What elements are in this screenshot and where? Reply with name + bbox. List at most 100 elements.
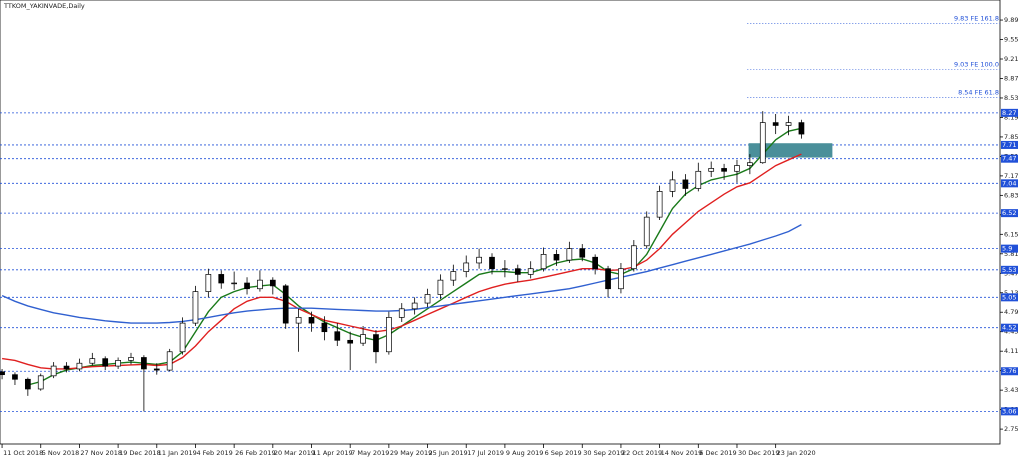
y-tick-label: 8.53 bbox=[1004, 94, 1018, 102]
fib-label: 9.03 FE 100.0 bbox=[954, 60, 999, 68]
level-label: 5.53 bbox=[1002, 266, 1016, 274]
candle-body bbox=[50, 365, 57, 377]
level-box bbox=[1001, 293, 1018, 302]
x-tick-label: 22 Oct 2019 bbox=[622, 449, 662, 457]
candle-body bbox=[282, 285, 289, 324]
candle-body bbox=[37, 375, 44, 390]
level-label: 5.05 bbox=[1002, 293, 1016, 301]
candle-body bbox=[115, 360, 121, 367]
candle-body bbox=[179, 322, 186, 353]
candle-body bbox=[527, 268, 534, 275]
level-label: 7.71 bbox=[1002, 141, 1016, 149]
candle-body bbox=[682, 179, 689, 189]
level-box bbox=[1001, 209, 1018, 218]
x-tick-label: 11 Jan 2019 bbox=[158, 449, 197, 457]
candle-body bbox=[734, 165, 740, 172]
moving-average bbox=[2, 153, 802, 370]
candle-body bbox=[476, 256, 482, 264]
y-tick-label: 6.15 bbox=[1004, 230, 1018, 238]
x-tick-label: 23 Jan 2020 bbox=[777, 449, 816, 457]
candle-body bbox=[643, 216, 650, 247]
y-tick-label: 8.19 bbox=[1004, 113, 1018, 121]
candle-body bbox=[721, 168, 727, 172]
candle-body bbox=[656, 190, 663, 218]
chart-title: TTKOM_YAKINVADE,Daily bbox=[3, 2, 85, 10]
candle-body bbox=[411, 302, 418, 310]
candle-body bbox=[166, 351, 173, 371]
candle-body bbox=[347, 339, 354, 344]
level-box bbox=[1001, 265, 1018, 274]
candle-body bbox=[244, 282, 250, 290]
fib-label: 9.83 FE 161.8 bbox=[954, 14, 999, 22]
level-box bbox=[1001, 140, 1018, 149]
level-box bbox=[1001, 407, 1018, 416]
y-tick-label: 4.45 bbox=[1004, 328, 1018, 336]
candle-body bbox=[785, 122, 792, 126]
candle-body bbox=[153, 368, 160, 371]
candle-body bbox=[0, 371, 5, 376]
y-tick-label: 5.81 bbox=[1004, 250, 1018, 258]
candle-body bbox=[772, 122, 779, 126]
candle-body bbox=[489, 256, 495, 270]
y-tick-label: 4.11 bbox=[1004, 347, 1018, 355]
candle-body bbox=[798, 122, 805, 135]
candle-body bbox=[502, 268, 508, 270]
x-tick-label: 7 May 2019 bbox=[351, 449, 389, 457]
level-box bbox=[1001, 323, 1018, 332]
candle-body bbox=[630, 245, 637, 270]
y-tick-label: 4.79 bbox=[1004, 308, 1018, 316]
candle-body bbox=[566, 248, 573, 261]
level-box bbox=[1001, 367, 1018, 376]
candle-body bbox=[450, 271, 457, 281]
candle-body bbox=[12, 374, 18, 380]
candle-body bbox=[605, 268, 611, 290]
candle-body bbox=[373, 334, 379, 353]
y-tick-label: 7.85 bbox=[1004, 133, 1018, 141]
level-box bbox=[1001, 179, 1018, 188]
candle-body bbox=[269, 279, 276, 287]
candle-body bbox=[695, 170, 702, 189]
y-tick-label: 9.55 bbox=[1004, 36, 1018, 44]
x-tick-label: 30 Dec 2019 bbox=[738, 449, 780, 457]
y-tick-label: 7.17 bbox=[1004, 172, 1018, 180]
x-tick-label: 14 Nov 2019 bbox=[661, 449, 703, 457]
candle-body bbox=[141, 357, 147, 370]
candle-body bbox=[553, 254, 560, 261]
y-tick-label: 6.83 bbox=[1004, 191, 1018, 199]
x-tick-label: 4 Feb 2019 bbox=[196, 449, 232, 457]
candle-body bbox=[592, 256, 599, 270]
x-tick-label: 27 Nov 2018 bbox=[80, 449, 122, 457]
candle-body bbox=[192, 291, 199, 324]
candle-body bbox=[308, 317, 315, 324]
y-tick-label: 9.21 bbox=[1004, 55, 1018, 63]
candle-body bbox=[386, 317, 392, 353]
x-tick-label: 11 Oct 2018 bbox=[3, 449, 43, 457]
candle-body bbox=[669, 179, 676, 192]
x-tick-label: 25 Jun 2019 bbox=[429, 449, 468, 457]
x-tick-label: 30 Sep 2019 bbox=[583, 449, 624, 457]
x-tick-label: 19 Dec 2018 bbox=[119, 449, 161, 457]
level-box bbox=[1001, 108, 1018, 117]
x-tick-label: 20 Mar 2019 bbox=[274, 449, 315, 457]
candle-body bbox=[89, 358, 96, 364]
candle-body bbox=[398, 308, 405, 318]
candle-body bbox=[63, 365, 70, 370]
y-tick-label: 8.87 bbox=[1004, 74, 1018, 82]
fib-label: 8.54 FE 61.8 bbox=[958, 88, 999, 96]
x-tick-label: 6 Dec 2019 bbox=[699, 449, 736, 457]
candle-body bbox=[321, 322, 328, 333]
level-label: 7.47 bbox=[1002, 155, 1016, 163]
plot-frame bbox=[0, 0, 1001, 445]
candle-body bbox=[437, 279, 444, 295]
candle-body bbox=[579, 248, 586, 258]
candle-body bbox=[295, 317, 302, 324]
candle-body bbox=[514, 268, 521, 275]
candle-body bbox=[618, 268, 624, 290]
candle-body bbox=[102, 358, 109, 367]
y-tick-label: 5.13 bbox=[1004, 289, 1018, 297]
candle-body bbox=[205, 274, 212, 292]
level-label: 4.52 bbox=[1002, 324, 1016, 332]
level-box bbox=[1001, 244, 1018, 253]
x-tick-label: 29 May 2019 bbox=[390, 449, 432, 457]
candle-body bbox=[231, 282, 237, 285]
